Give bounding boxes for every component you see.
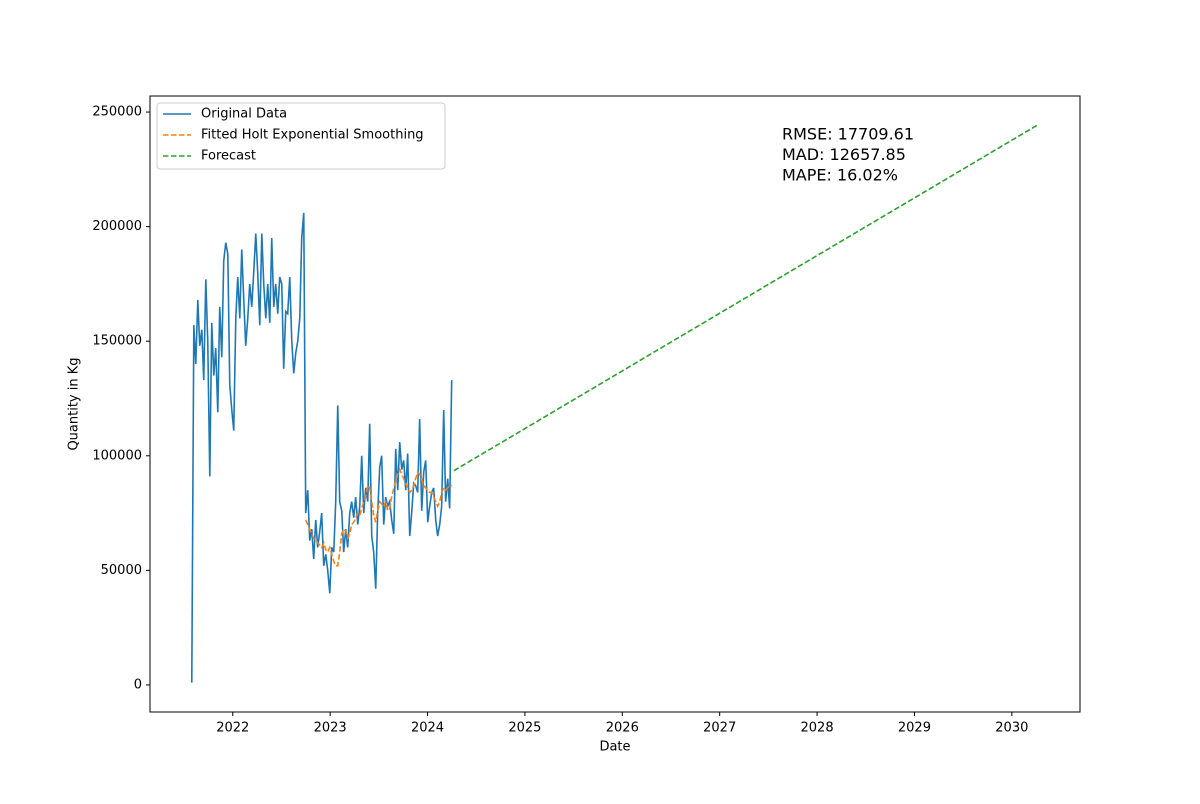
x-tick-label: 2025 bbox=[508, 721, 541, 736]
x-tick-label: 2028 bbox=[801, 721, 834, 736]
legend-label: Fitted Holt Exponential Smoothing bbox=[201, 128, 424, 143]
y-tick-label: 150000 bbox=[92, 334, 142, 349]
legend-label: Forecast bbox=[201, 149, 256, 164]
metric-annotation: RMSE: 17709.61 bbox=[782, 125, 914, 144]
series-line bbox=[190, 212, 453, 683]
x-tick-label: 2026 bbox=[606, 721, 639, 736]
y-tick-label: 100000 bbox=[92, 448, 142, 463]
series-line bbox=[304, 467, 452, 567]
x-tick-label: 2023 bbox=[314, 721, 347, 736]
plot-frame bbox=[149, 95, 1081, 713]
y-tick-label: 250000 bbox=[92, 105, 142, 120]
x-tick-label: 2029 bbox=[898, 721, 931, 736]
metric-annotation: MAD: 12657.85 bbox=[782, 145, 906, 164]
y-tick-label: 200000 bbox=[92, 219, 142, 234]
metric-annotation: MAPE: 16.02% bbox=[782, 166, 898, 185]
x-tick-label: 2030 bbox=[995, 721, 1028, 736]
x-axis-label: Date bbox=[599, 740, 630, 755]
x-tick-label: 2024 bbox=[411, 721, 444, 736]
legend-label: Original Data bbox=[201, 107, 287, 122]
y-axis-label: Quantity in Kg bbox=[67, 357, 82, 450]
x-tick-label: 2027 bbox=[703, 721, 736, 736]
y-tick-label: 0 bbox=[134, 677, 142, 692]
series-line bbox=[453, 123, 1039, 472]
y-tick-label: 50000 bbox=[101, 563, 142, 578]
legend-box bbox=[156, 102, 446, 170]
x-tick-label: 2022 bbox=[216, 721, 249, 736]
